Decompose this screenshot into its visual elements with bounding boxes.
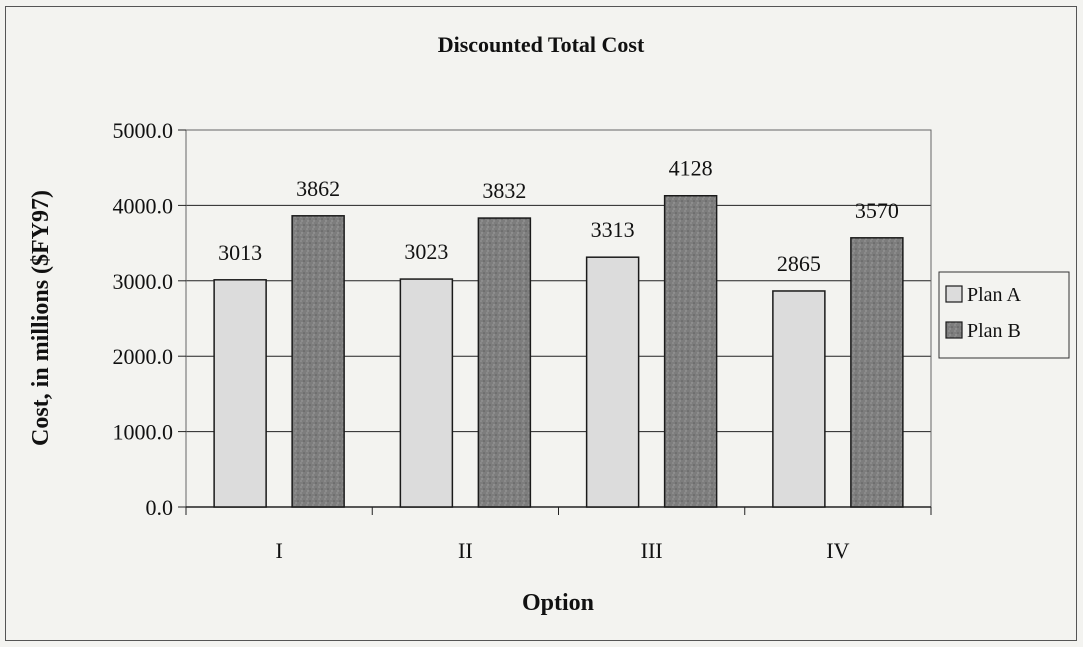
- y-tick-label: 5000.0: [113, 118, 174, 143]
- data-label: 2865: [777, 251, 821, 276]
- y-tick-label: 3000.0: [113, 269, 174, 294]
- x-tick-label: I: [275, 538, 282, 563]
- data-label: 3570: [855, 198, 899, 223]
- y-axis-title: Cost, in millions ($FY97): [28, 190, 54, 446]
- legend: Plan A Plan B: [938, 271, 1070, 359]
- data-label: 3023: [404, 239, 448, 264]
- legend-swatch: [945, 321, 963, 339]
- data-label: 3013: [218, 240, 262, 265]
- y-tick-label: 4000.0: [113, 193, 174, 218]
- data-label: 3313: [591, 217, 635, 242]
- bar-plan-a: [399, 278, 454, 508]
- legend-swatch: [945, 285, 963, 303]
- y-axis-ticks: 0.0 1000.0 2000.0 3000.0 4000.0 5000.0: [113, 118, 186, 520]
- x-axis-title: Option: [522, 590, 594, 616]
- bar-plan-a: [585, 256, 640, 508]
- chart-title: Discounted Total Cost: [438, 32, 645, 57]
- bar-plan-a: [213, 279, 267, 508]
- y-tick-label: 0.0: [146, 495, 174, 520]
- data-label: 4128: [669, 156, 713, 181]
- data-labels: 3013 3862 3023 3832 3313 4128 2865 3570: [218, 156, 899, 276]
- y-tick-label: 2000.0: [113, 344, 174, 369]
- bar-plan-a: [772, 290, 826, 508]
- bars: [213, 194, 904, 508]
- x-tick-label: III: [641, 538, 663, 563]
- x-tick-label: IV: [826, 538, 849, 563]
- bar-plan-b: [663, 194, 718, 508]
- bar-plan-b: [477, 217, 532, 508]
- data-label: 3832: [482, 178, 526, 203]
- x-axis-ticks: I II III IV: [185, 507, 932, 563]
- bar-plan-b: [850, 237, 904, 508]
- y-tick-label: 1000.0: [113, 420, 174, 445]
- bar-plan-b: [291, 215, 345, 508]
- legend-label: Plan A: [967, 284, 1021, 306]
- legend-label: Plan B: [967, 320, 1021, 342]
- data-label: 3862: [296, 176, 340, 201]
- x-tick-label: II: [458, 538, 473, 563]
